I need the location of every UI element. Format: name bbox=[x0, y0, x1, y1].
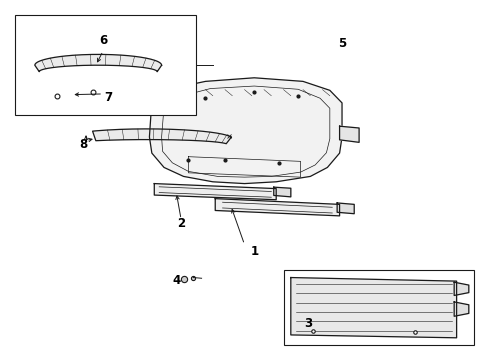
Polygon shape bbox=[336, 203, 353, 214]
Polygon shape bbox=[215, 199, 339, 216]
Polygon shape bbox=[92, 129, 231, 144]
Text: 4: 4 bbox=[172, 274, 180, 287]
Bar bbox=[15, 15, 195, 116]
Bar bbox=[283, 270, 473, 345]
Text: 5: 5 bbox=[337, 37, 346, 50]
Polygon shape bbox=[273, 187, 290, 197]
Polygon shape bbox=[149, 78, 341, 184]
Polygon shape bbox=[154, 184, 276, 200]
Polygon shape bbox=[453, 302, 468, 316]
Text: 2: 2 bbox=[177, 216, 185, 230]
Text: 3: 3 bbox=[303, 317, 311, 330]
Text: 1: 1 bbox=[250, 245, 258, 258]
Polygon shape bbox=[35, 54, 161, 72]
Text: 7: 7 bbox=[103, 91, 112, 104]
Text: 6: 6 bbox=[99, 33, 107, 47]
Polygon shape bbox=[339, 126, 358, 142]
Polygon shape bbox=[290, 278, 456, 338]
Text: 8: 8 bbox=[80, 138, 87, 150]
Polygon shape bbox=[453, 282, 468, 296]
